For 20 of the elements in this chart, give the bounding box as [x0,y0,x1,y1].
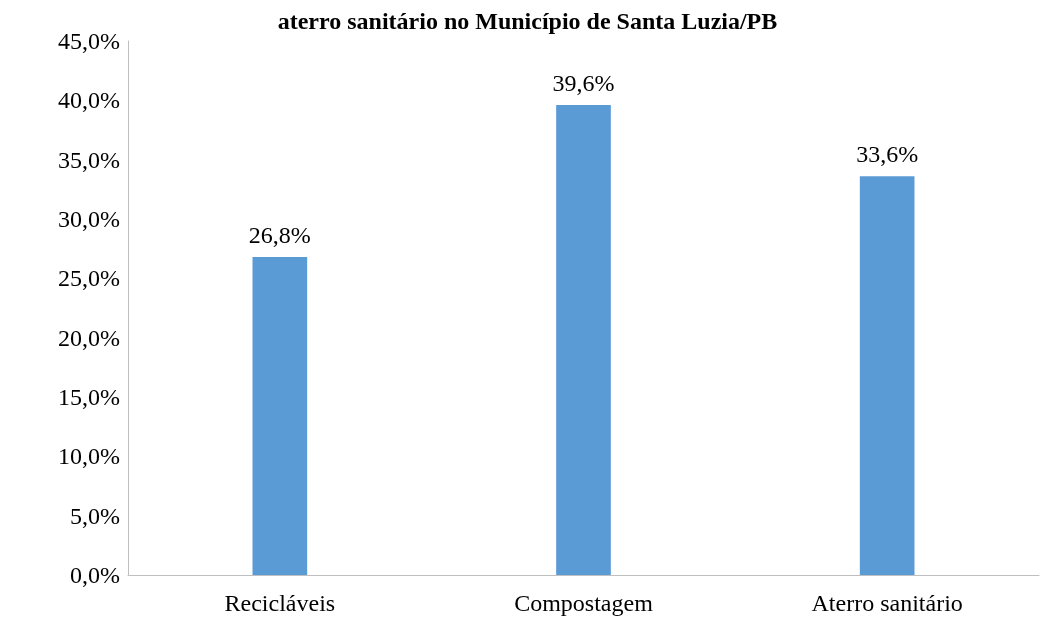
y-tick-label: 10,0% [58,443,120,470]
bar [556,105,611,575]
y-tick-label: 15,0% [58,384,120,410]
bar [859,176,915,575]
chart-title: aterro sanitário no Município de Santa Luzia/PB [277,8,778,34]
data-label: 39,6% [552,70,615,97]
bar [252,256,308,575]
x-tick-label: Recicláveis [224,590,336,616]
x-tick-label: Compostagem [514,590,654,616]
y-tick-label: 25,0% [58,265,120,292]
x-tick-label: Aterro sanitário [811,590,963,616]
y-tick-label: 0,0% [70,562,120,588]
y-tick-label: 5,0% [70,502,120,529]
y-tick-label: 35,0% [58,146,120,173]
data-label: 26,8% [248,221,311,248]
y-tick-label: 30,0% [58,206,120,232]
data-label: 33,6% [856,141,919,168]
y-tick-label: 20,0% [58,324,120,351]
y-tick-label: 45,0% [58,28,120,54]
y-tick-label: 40,0% [58,87,120,114]
